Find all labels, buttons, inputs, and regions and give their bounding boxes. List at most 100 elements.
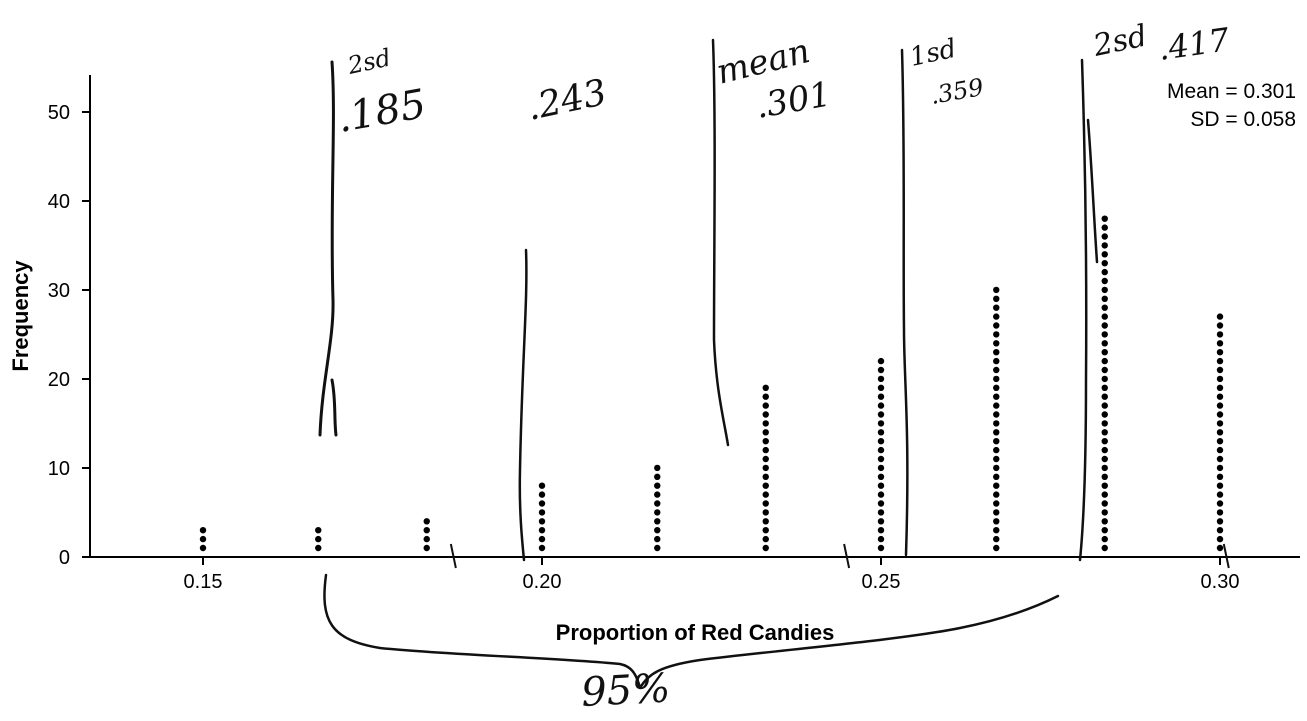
data-dot <box>1101 224 1108 231</box>
data-dot <box>1101 527 1108 534</box>
data-dot <box>1101 384 1108 391</box>
axes <box>89 75 1300 558</box>
data-dot <box>654 527 661 534</box>
data-dot <box>654 491 661 498</box>
data-dot <box>993 366 1000 374</box>
handwritten-axis-mark <box>449 543 457 569</box>
data-dot <box>199 544 207 552</box>
data-dot <box>1216 322 1224 329</box>
data-dot <box>1216 544 1224 552</box>
data-dot <box>993 331 1000 338</box>
data-dot <box>654 535 661 543</box>
dot-column <box>315 527 322 552</box>
data-dot <box>1101 429 1108 436</box>
data-dot <box>538 518 546 525</box>
data-dot <box>762 535 769 543</box>
data-dot <box>993 322 1000 329</box>
data-dot <box>762 420 769 427</box>
data-dot <box>1216 349 1224 356</box>
dot-column <box>993 286 1000 552</box>
handwritten-annotations: 2sd .185 .243 mean .301 1sd .359 2sd .41… <box>318 18 1232 716</box>
data-dot <box>1216 375 1224 383</box>
data-dot <box>538 500 546 507</box>
data-dot <box>762 482 769 489</box>
data-dot <box>877 482 885 489</box>
data-dot <box>877 491 885 498</box>
data-dot <box>654 500 661 507</box>
dot-column <box>877 357 885 552</box>
data-dot <box>1101 482 1108 489</box>
dot-column <box>654 464 661 552</box>
data-dot <box>993 357 1000 365</box>
data-dot <box>762 527 769 534</box>
data-dot <box>1101 215 1108 222</box>
data-dot <box>1216 527 1224 534</box>
data-dot <box>877 446 885 454</box>
data-dot <box>877 402 885 409</box>
data-dot <box>993 500 1000 507</box>
data-dot <box>423 544 430 552</box>
data-dot <box>762 411 769 418</box>
data-dot <box>423 535 430 543</box>
data-dot <box>877 509 885 516</box>
data-dot <box>1216 313 1224 320</box>
data-dot <box>1216 366 1224 374</box>
data-dot <box>762 429 769 436</box>
data-dot <box>1216 331 1224 338</box>
data-dot <box>1101 438 1108 445</box>
data-dot <box>993 295 1000 302</box>
data-dot <box>877 473 885 480</box>
data-dot <box>538 527 546 534</box>
handwritten-value-359: .359 <box>928 73 985 110</box>
y-tick-label: 20 <box>48 369 70 391</box>
data-dot <box>877 429 885 436</box>
data-dot <box>877 518 885 525</box>
dot-column <box>762 384 769 552</box>
data-dot <box>1101 357 1108 365</box>
data-dot <box>762 473 769 480</box>
handwritten-value-417: .417 <box>1156 20 1232 68</box>
mean-label: Mean = 0.301 <box>1167 80 1296 103</box>
data-dot <box>877 544 885 552</box>
data-dot <box>1101 313 1108 320</box>
data-dot <box>1216 340 1224 347</box>
y-tick-label: 10 <box>48 458 70 480</box>
data-dot <box>1101 500 1108 507</box>
y-tick-label: 50 <box>48 102 70 124</box>
data-dot <box>1101 242 1108 249</box>
dot-column <box>1101 215 1108 552</box>
data-dot <box>1216 455 1224 463</box>
data-dot <box>1216 438 1224 445</box>
y-ticks: 0 10 20 30 40 50 <box>48 102 90 569</box>
dot-column <box>1216 313 1224 552</box>
x-tick-label: 0.25 <box>862 571 901 593</box>
data-dot <box>1216 393 1224 400</box>
data-dot <box>993 473 1000 480</box>
data-dot <box>993 518 1000 525</box>
data-dot <box>762 393 769 400</box>
data-dot <box>877 464 885 472</box>
data-dot <box>993 438 1000 445</box>
data-dot <box>993 313 1000 320</box>
data-dot <box>1216 384 1224 391</box>
x-tick-label: 0.15 <box>184 571 223 593</box>
handwritten-brace <box>323 573 1060 690</box>
data-dot <box>993 535 1000 543</box>
data-dot <box>993 393 1000 400</box>
data-dot <box>1101 251 1108 258</box>
y-axis-label: Frequency <box>8 260 33 372</box>
data-dot <box>877 535 885 543</box>
data-dot <box>993 455 1000 463</box>
dot-column <box>199 527 207 552</box>
data-dot <box>1101 277 1108 285</box>
data-dot <box>1101 304 1108 311</box>
data-dot <box>993 527 1000 534</box>
handwritten-1sd: 1sd <box>907 34 959 73</box>
data-dot <box>1101 402 1108 409</box>
data-dot <box>538 509 546 516</box>
data-dot <box>1101 473 1108 480</box>
data-dot <box>315 527 322 534</box>
x-tick-label: 0.20 <box>523 571 562 593</box>
data-dot <box>1101 491 1108 498</box>
